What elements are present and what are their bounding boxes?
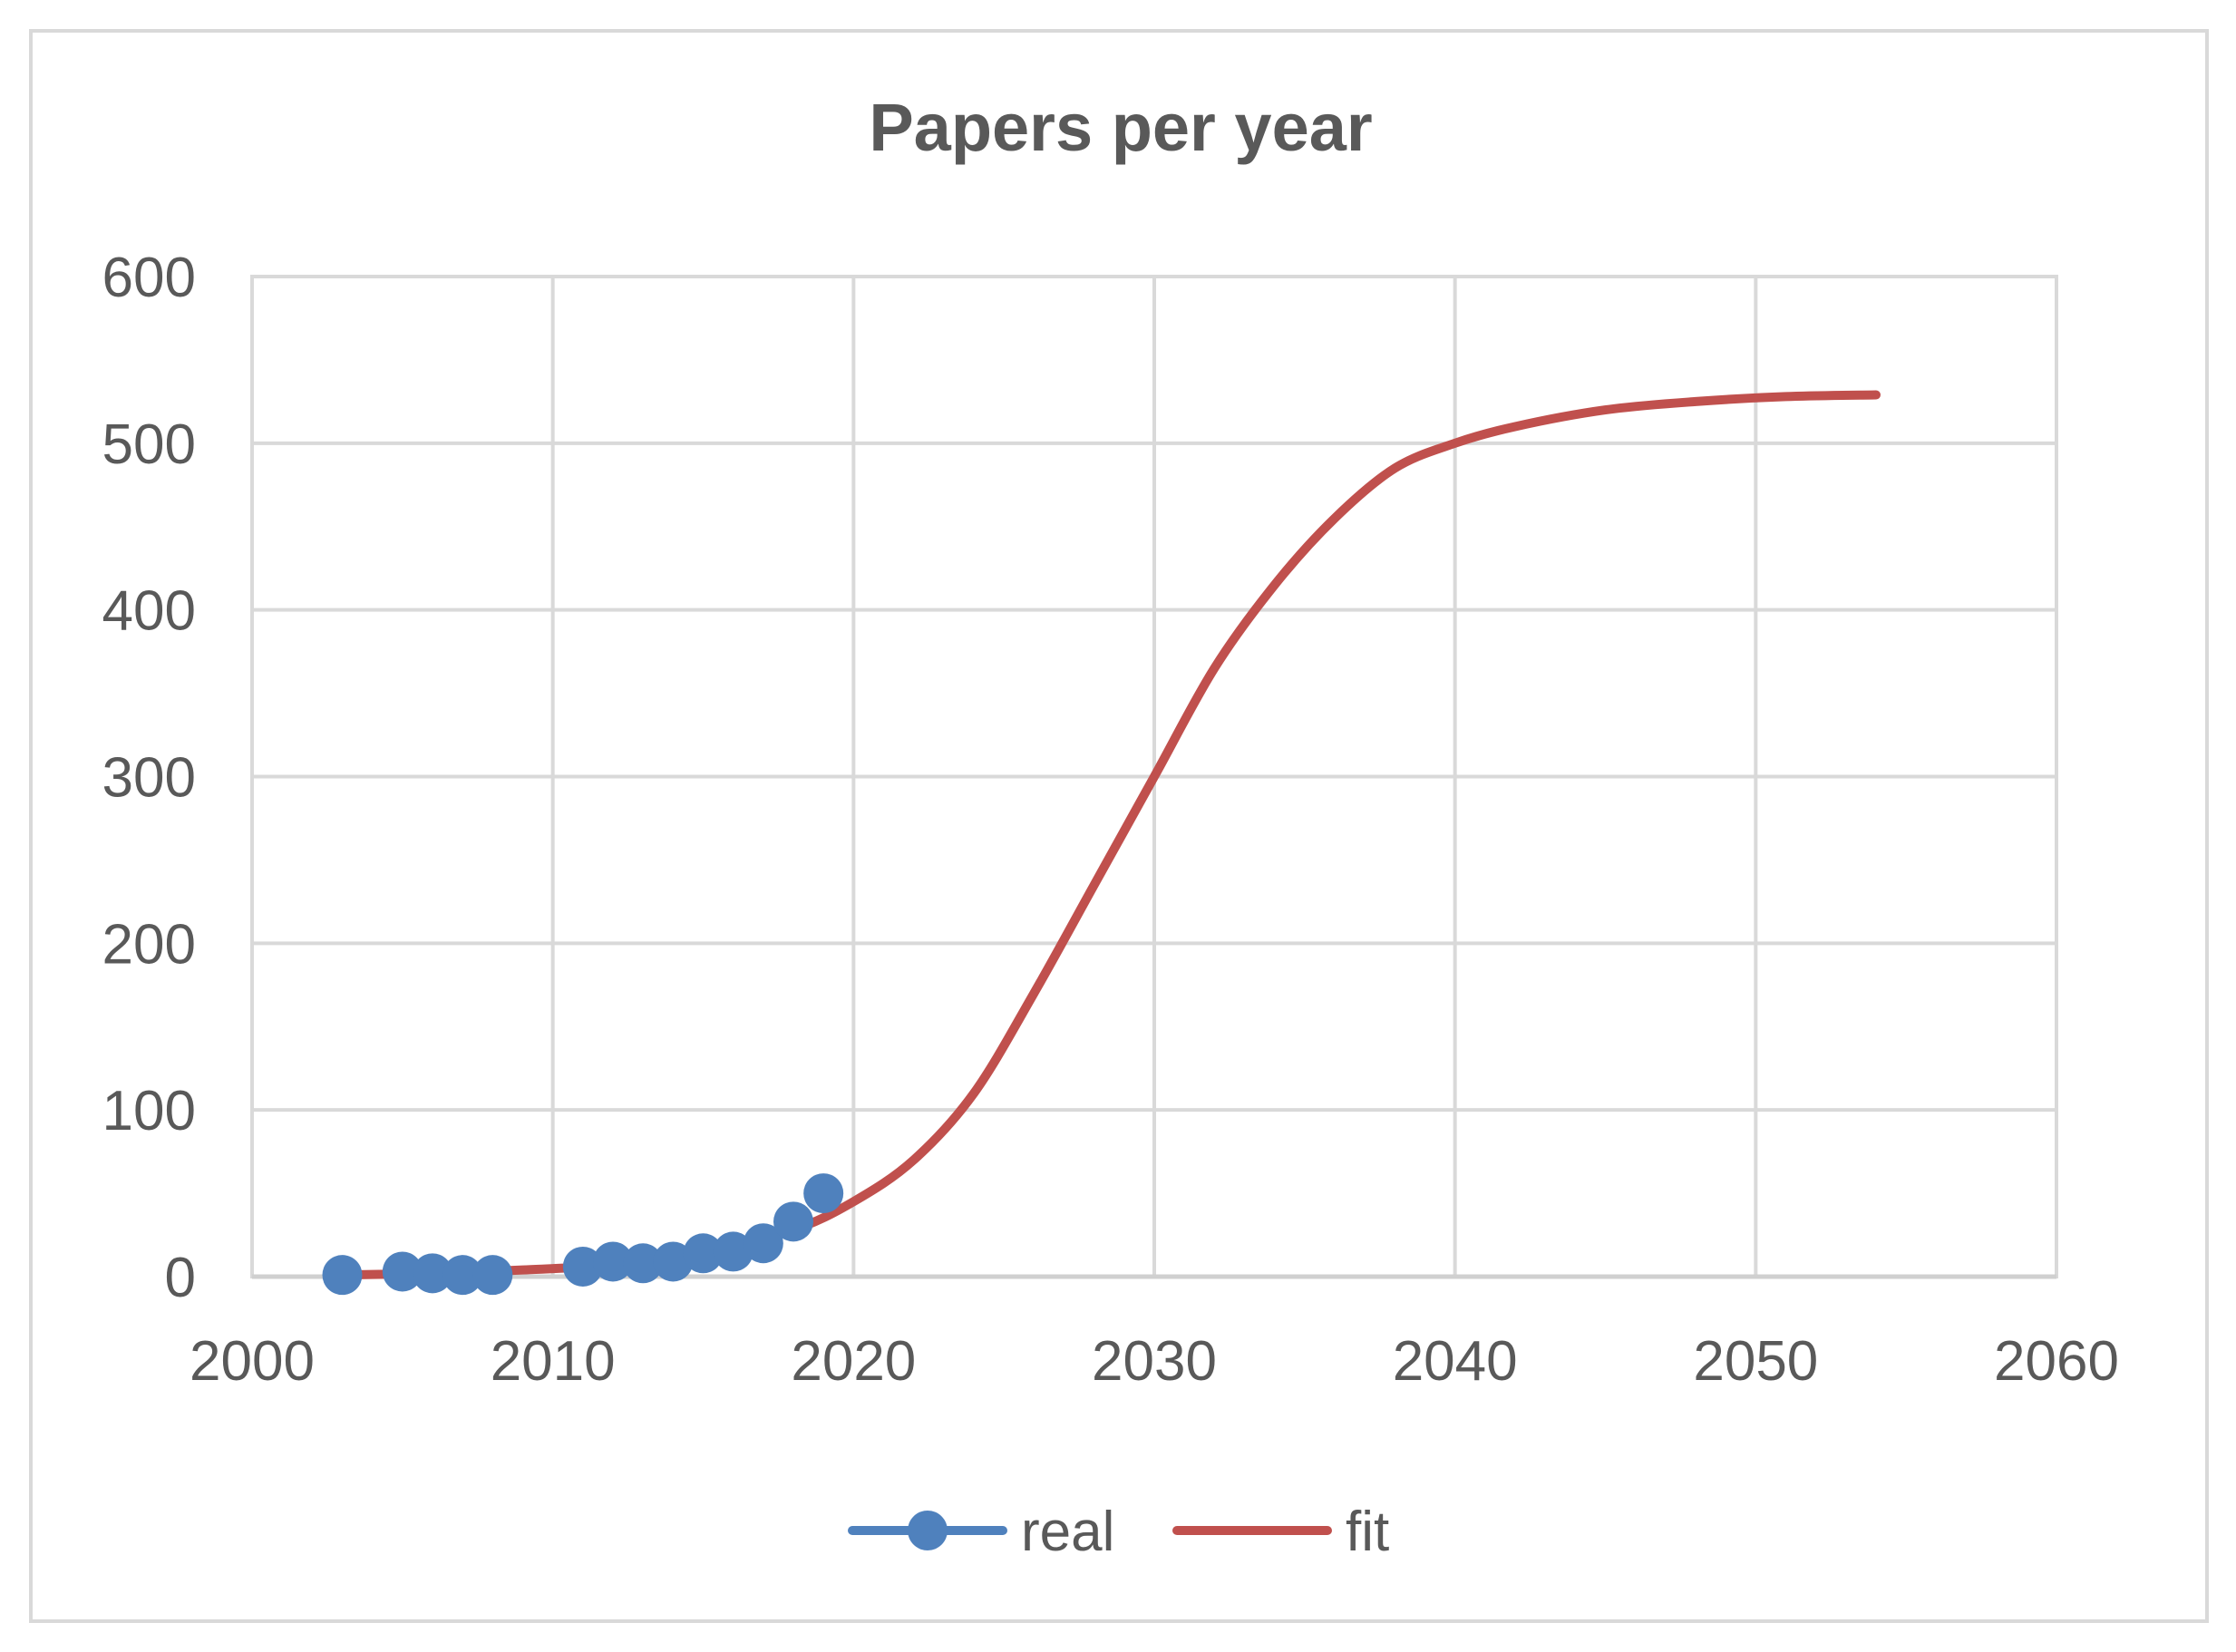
data-point-real — [442, 1255, 483, 1296]
x-tick-label: 2000 — [190, 1330, 315, 1393]
x-tick-label: 2040 — [1393, 1330, 1518, 1393]
y-tick-label: 0 — [165, 1247, 196, 1309]
data-point-real — [773, 1201, 813, 1242]
chart-frame: Papers per year 2000 2010 2020 2030 2040 2050… — [29, 29, 2209, 1623]
data-point-real — [472, 1255, 513, 1296]
tick-layer: 2000 2010 2020 2030 2040 2050 2060 0 100 200 300 40… — [102, 247, 2119, 1393]
legend-marker-real — [908, 1511, 948, 1550]
y-tick-label: 100 — [102, 1080, 196, 1142]
legend: real fit — [848, 1501, 1389, 1563]
data-point-real — [623, 1243, 664, 1284]
data-point-real — [322, 1255, 363, 1296]
data-point-real — [382, 1251, 423, 1292]
data-point-real — [743, 1223, 783, 1264]
series-layer — [322, 390, 1881, 1296]
x-tick-label: 2060 — [1994, 1330, 2119, 1393]
y-tick-label: 400 — [102, 580, 196, 643]
x-tick-label: 2020 — [791, 1330, 916, 1393]
data-point-real — [683, 1233, 724, 1274]
data-point-real — [653, 1241, 694, 1282]
y-tick-label: 500 — [102, 413, 196, 476]
x-tick-label: 2050 — [1693, 1330, 1818, 1393]
y-tick-label: 200 — [102, 913, 196, 976]
data-point-real — [413, 1253, 452, 1294]
data-point-real — [713, 1231, 753, 1272]
chart-title: Papers per year — [869, 90, 1372, 165]
legend-label-fit: fit — [1346, 1501, 1389, 1563]
data-point-real — [593, 1241, 633, 1282]
y-tick-label: 600 — [102, 247, 196, 309]
series-line-fit — [337, 390, 1881, 1280]
data-point-real — [562, 1246, 603, 1287]
data-point-real — [803, 1173, 844, 1214]
x-tick-label: 2010 — [491, 1330, 616, 1393]
chart-svg: Papers per year 2000 2010 2020 2030 2040 2050… — [102, 90, 2119, 1563]
legend-label-real: real — [1021, 1501, 1114, 1563]
x-tick-label: 2030 — [1092, 1330, 1217, 1393]
y-tick-label: 300 — [102, 747, 196, 810]
